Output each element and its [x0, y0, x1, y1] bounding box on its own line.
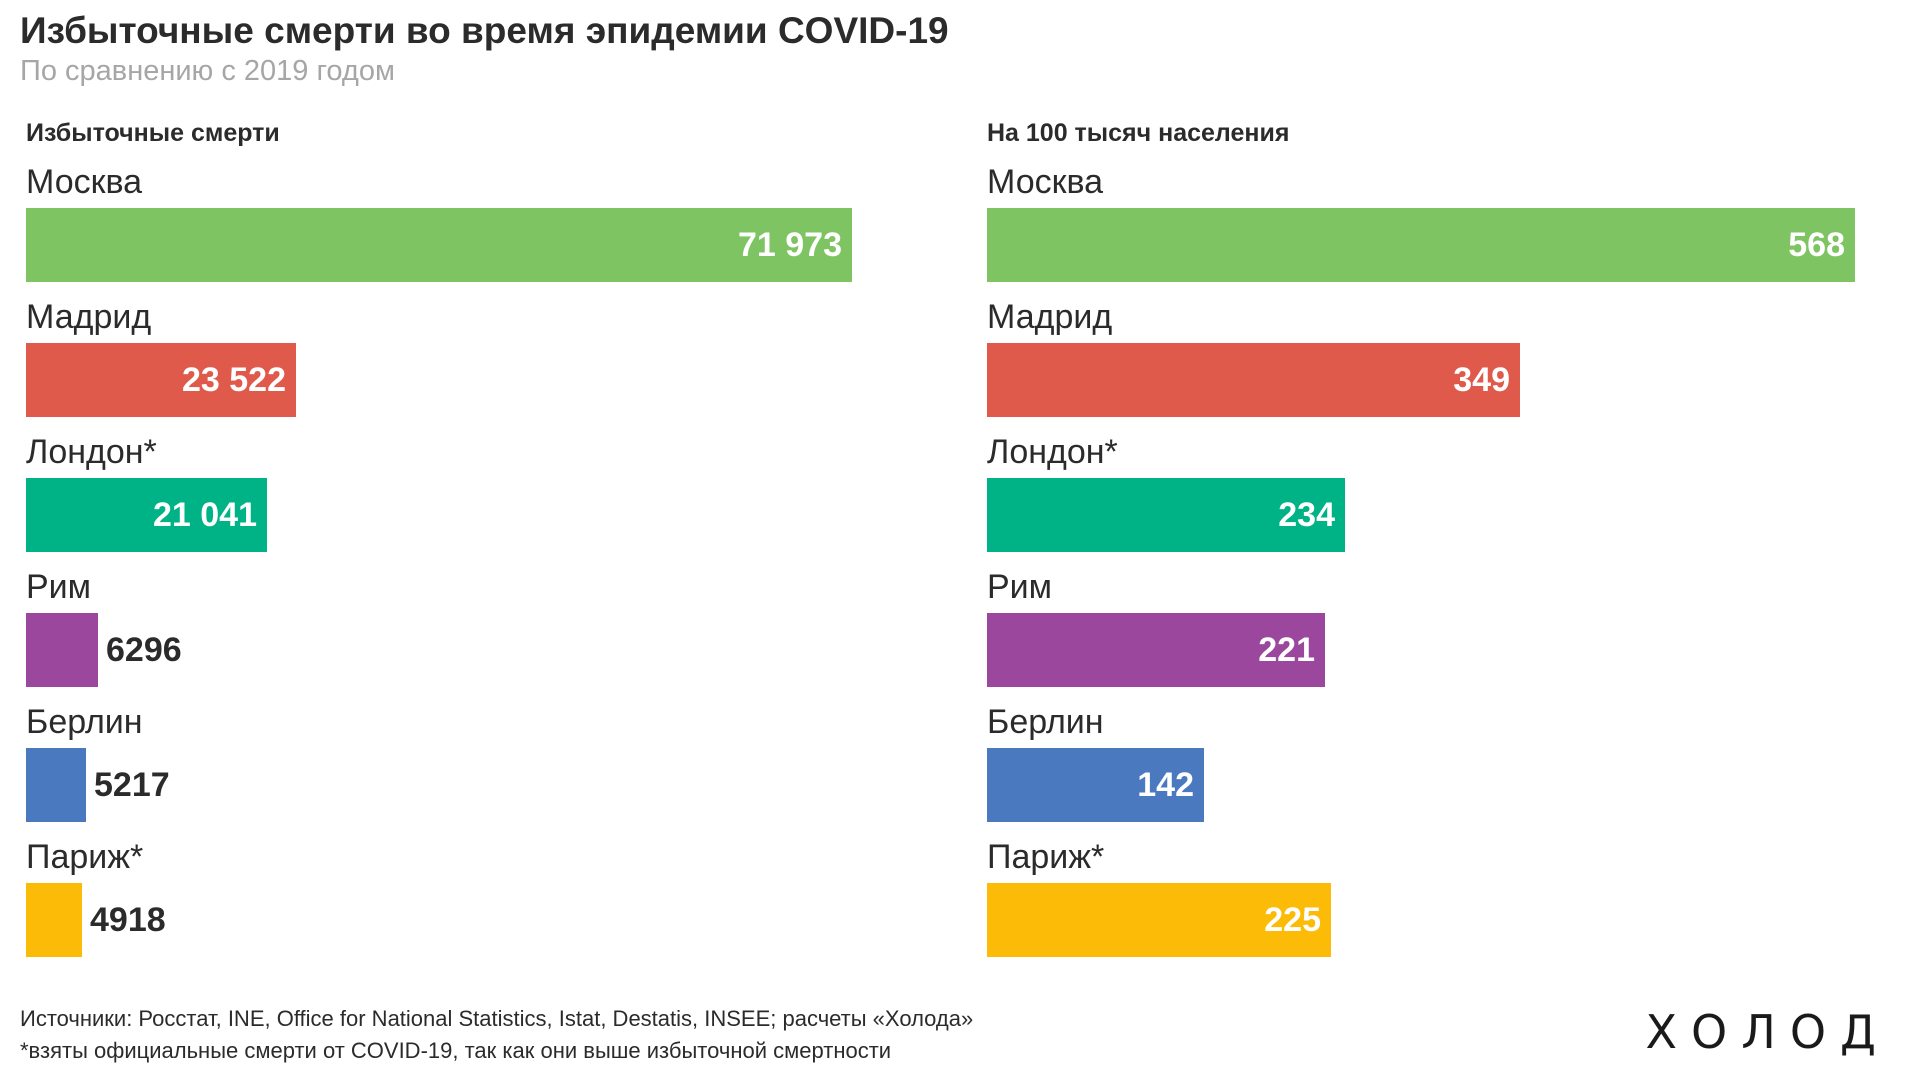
- bar: [26, 883, 82, 957]
- bar-row: Париж* 225: [987, 833, 1887, 968]
- bar-row: Лондон* 234: [987, 428, 1887, 563]
- value-label: 568: [1788, 226, 1845, 264]
- category-label: Мадрид: [987, 298, 1113, 336]
- category-label: Лондон*: [987, 433, 1118, 471]
- value-label: 225: [1264, 901, 1321, 939]
- value-label: 6296: [106, 631, 182, 669]
- bar: [987, 208, 1855, 282]
- value-label: 5217: [94, 766, 170, 804]
- bar: [26, 613, 98, 687]
- value-label: 221: [1258, 631, 1315, 669]
- panel-heading: На 100 тысяч населения: [987, 119, 1290, 147]
- chart-subtitle: По сравнению с 2019 годом: [20, 55, 395, 87]
- excess-deaths-panel: Избыточные смерти Москва 71 973 Мадрид 23 5…: [26, 118, 926, 968]
- bar-rows: Москва 71 973 Мадрид 23 522 Лондон* 21 041 Рим…: [26, 158, 926, 968]
- category-label: Берлин: [987, 703, 1104, 741]
- value-label: 21 041: [153, 496, 257, 534]
- chart-title: Избыточные смерти во время эпидемии COVI…: [20, 10, 949, 51]
- category-label: Лондон*: [26, 433, 157, 471]
- bar-row: Мадрид 349: [987, 293, 1887, 428]
- value-label: 4918: [90, 901, 166, 939]
- value-label: 349: [1453, 361, 1510, 399]
- bar: [26, 208, 852, 282]
- bar-row: Берлин 142: [987, 698, 1887, 833]
- category-label: Мадрид: [26, 298, 152, 336]
- category-label: Москва: [987, 163, 1104, 201]
- category-label: Рим: [987, 568, 1053, 606]
- source-note: Источники: Росстат, INE, Office for Nati…: [20, 1006, 974, 1031]
- category-label: Москва: [26, 163, 143, 201]
- category-label: Париж*: [26, 838, 144, 876]
- value-label: 23 522: [182, 361, 286, 399]
- value-label: 71 973: [738, 226, 842, 264]
- panel-heading: Избыточные смерти: [26, 119, 280, 147]
- value-label: 234: [1278, 496, 1335, 534]
- logo: ХОЛОД: [1645, 1005, 1890, 1059]
- bar: [987, 613, 1325, 687]
- bar-rows: Москва 568 Мадрид 349 Лондон* 234 Рим 221 Берлин…: [987, 158, 1887, 968]
- per-100k-panel: На 100 тысяч населения Москва 568 Мадрид 34…: [987, 118, 1887, 968]
- category-label: Париж*: [987, 838, 1105, 876]
- bar-row: Рим 6296: [26, 563, 926, 698]
- bar: [987, 478, 1345, 552]
- bar: [26, 478, 267, 552]
- bar-row: Париж* 4918: [26, 833, 926, 968]
- category-label: Рим: [26, 568, 92, 606]
- value-label: 142: [1137, 766, 1194, 804]
- bar: [987, 883, 1331, 957]
- bar-row: Берлин 5217: [26, 698, 926, 833]
- bar-row: Мадрид 23 522: [26, 293, 926, 428]
- bar: [987, 748, 1204, 822]
- footnote: *взяты официальные смерти от COVID-19, т…: [20, 1038, 892, 1063]
- bar: [26, 748, 86, 822]
- bar-row: Москва 71 973: [26, 158, 926, 293]
- bar-row: Рим 221: [987, 563, 1887, 698]
- bar-row: Москва 568: [987, 158, 1887, 293]
- bar-row: Лондон* 21 041: [26, 428, 926, 563]
- category-label: Берлин: [26, 703, 143, 741]
- bar: [26, 343, 296, 417]
- bar: [987, 343, 1520, 417]
